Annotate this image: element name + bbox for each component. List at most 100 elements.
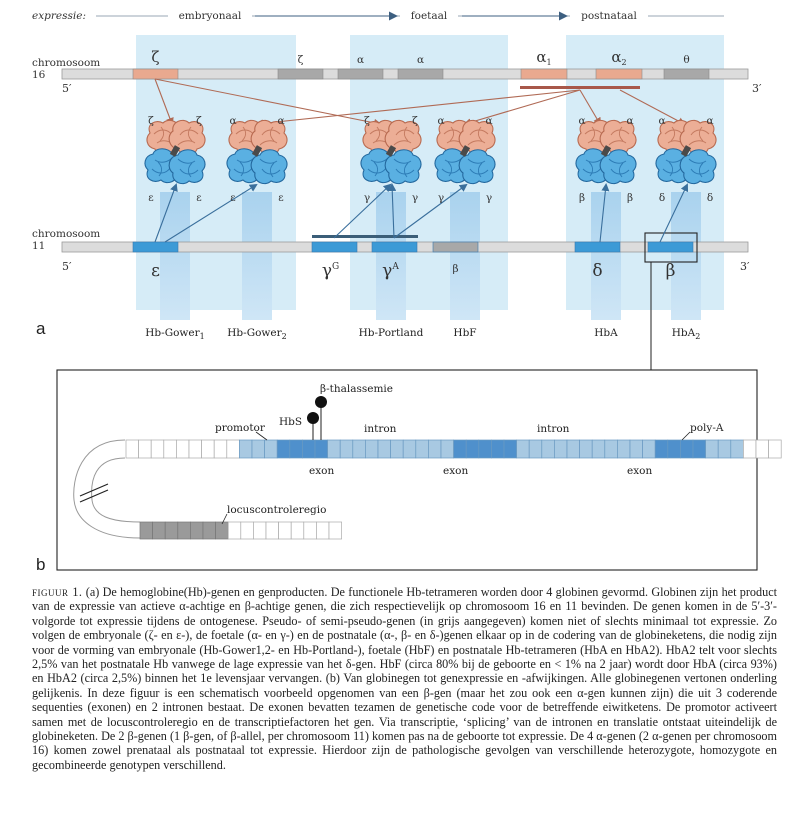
expression-header: expressie: embryonaal foetaal postnataal: [32, 8, 724, 24]
dna-cell: [240, 521, 254, 540]
lcr-cell: [177, 521, 191, 540]
label-exon-2: exon: [443, 465, 468, 477]
chr11-5prime: 5′: [62, 260, 72, 273]
tetramer-bottom-left: γ: [364, 192, 370, 204]
chr16-5prime: 5′: [62, 82, 72, 95]
tetramer-top-right: α: [626, 115, 633, 127]
strip-segment-5: [516, 439, 656, 459]
product-band-0: [160, 192, 190, 320]
tetramer-bottom-right: ε: [278, 192, 283, 204]
stage-fetal: foetaal: [411, 10, 448, 22]
strip-segment-2: [276, 439, 328, 459]
label-beta-thalassemia: β-thalassemie: [320, 383, 393, 395]
tetramer-top-right: ζ: [412, 115, 418, 127]
chromosome-16: chromosoom 16 5′ 3′ ζ ζ α α α1 α2 θ: [32, 48, 762, 95]
chr16-gene-4: α1: [520, 48, 568, 80]
chr16-gene-label-1: ζ: [298, 54, 304, 66]
chr11-gene-3: β: [432, 241, 479, 275]
beta-thalassemia-marker: [315, 396, 327, 408]
label-lcr: locuscontroleregio: [227, 504, 326, 516]
tetramer-top-left: α: [578, 115, 585, 127]
tetramer-name-3: HbF: [453, 327, 476, 339]
panel-a-label: a: [36, 319, 46, 338]
caption-lead: figuur 1.: [32, 585, 83, 599]
tetramer-top-right: ζ: [196, 115, 202, 127]
tetramer-top-right: α: [277, 115, 284, 127]
chr16-gene-label-2: α: [357, 54, 364, 66]
chr16-gene-2: α: [337, 54, 384, 80]
expression-label: expressie:: [32, 10, 86, 22]
chr16-gene-label-4: α1: [536, 48, 551, 67]
lcr-cell: [164, 521, 179, 540]
chr11-gene-4: δ: [574, 241, 621, 281]
stage-postnatal: postnataal: [581, 10, 637, 22]
tetramer-bottom-left: ε: [230, 192, 235, 204]
label-intron-1: intron: [364, 423, 397, 435]
tetramer-top-left: α: [229, 115, 236, 127]
dna-cell: [303, 521, 317, 540]
chr16-label: chromosoom: [32, 57, 100, 69]
tetramer-bottom-right: β: [627, 192, 633, 204]
chr11-gene-label-1: γG: [322, 261, 339, 281]
tetramer-bottom-left: ε: [148, 192, 153, 204]
chr11-label: chromosoom: [32, 228, 100, 240]
chr16-3prime: 3′: [752, 82, 762, 95]
chr11-gene-label-3: β: [452, 263, 458, 275]
tetramer-top-right: α: [485, 115, 492, 127]
product-band-4: [591, 192, 621, 320]
lcr-cell: [139, 521, 153, 540]
tetramer-2: ζ ζ γ γ Hb-Portland: [359, 115, 424, 339]
dna-cell: [265, 521, 279, 540]
stage-embryonic: embryonaal: [179, 10, 242, 22]
chr16-gene-label-3: α: [417, 54, 424, 66]
label-hbs: HbS: [279, 416, 302, 428]
chr11-gene-label-0: ε: [151, 261, 160, 281]
chr11-gene-5: β: [647, 241, 694, 281]
tetramer-bottom-right: γ: [486, 192, 492, 204]
tetramer-bottom-left: γ: [438, 192, 444, 204]
product-band-5: [671, 192, 701, 320]
chr11-gene-label-4: δ: [592, 261, 602, 281]
tetramer-bottom-right: γ: [412, 192, 418, 204]
strip-segment-0: [125, 439, 240, 459]
dna-cell: [278, 521, 292, 540]
tetramer-1: α α ε ε Hb-Gower2: [226, 115, 288, 341]
chr11-3prime: 3′: [740, 260, 750, 273]
panel-b-label: b: [36, 555, 45, 574]
tetramer-top-left: α: [437, 115, 444, 127]
dna-cell: [316, 521, 330, 540]
tetramer-bottom-left: β: [579, 192, 585, 204]
lcr-cell: [152, 521, 166, 540]
label-exon-1: exon: [309, 465, 334, 477]
caption-text: (a) De hemoglobine(Hb)-genen en genprodu…: [32, 585, 777, 772]
mutation-markers: [307, 396, 327, 440]
tetramer-top-right: α: [706, 115, 713, 127]
product-band-2: [376, 192, 406, 320]
product-bands: [160, 192, 701, 320]
chr11-number: 11: [32, 240, 45, 252]
tetramer-3: α α γ γ HbF: [434, 115, 496, 339]
dna-cell: [253, 521, 267, 540]
tetramer-bottom-left: δ: [659, 192, 665, 204]
tetramer-top-left: α: [658, 115, 665, 127]
chr16-number: 16: [32, 69, 46, 81]
label-intron-2: intron: [537, 423, 570, 435]
tetramer-name-5: HbA2: [672, 327, 701, 341]
tetramer-5: α α δ δ HbA2: [655, 115, 717, 341]
tetramer-top-left: ζ: [364, 115, 370, 127]
dna-cell: [290, 521, 305, 540]
chr16-gene-1: ζ: [277, 54, 324, 80]
expression-arrows: [154, 78, 689, 243]
tetramer-name-2: Hb-Portland: [359, 327, 424, 339]
chr16-gene-3: α: [397, 54, 444, 80]
label-exon-3: exon: [627, 465, 652, 477]
panel-b: β-thalassemie HbS promotor intron intron…: [36, 369, 782, 574]
hbs-marker: [307, 412, 319, 424]
tetramer-bottom-right: ε: [196, 192, 201, 204]
tetramer-name-1: Hb-Gower2: [227, 327, 286, 341]
strip-segment-3: [327, 439, 454, 459]
label-poly-a: poly-A: [690, 422, 724, 434]
lcr-cell: [202, 521, 216, 540]
hemoglobin-figure: expressie: embryonaal foetaal postnataal…: [32, 8, 782, 574]
strip-segment-1: [239, 439, 278, 459]
